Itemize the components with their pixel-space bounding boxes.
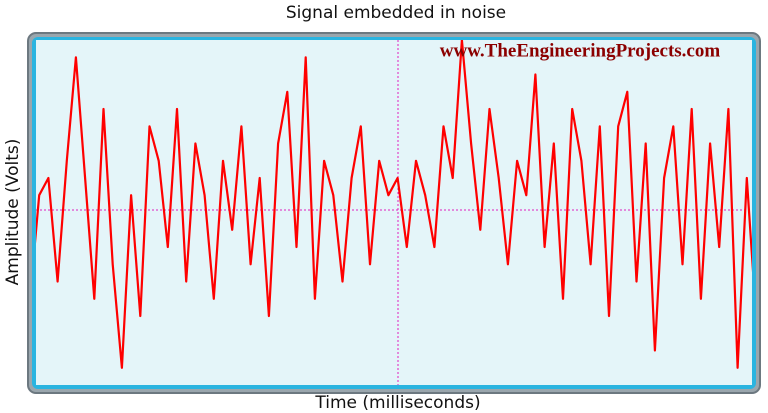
signal-line: [36, 40, 752, 369]
x-axis-label: Time (milliseconds): [314, 393, 480, 413]
watermark: www.TheEngineeringProjects.com: [440, 40, 721, 61]
chart-title: Signal embedded in noise: [286, 3, 506, 23]
plot-area: [36, 40, 752, 385]
y-axis-label: Amplitude (Volts): [3, 139, 23, 286]
plot: [36, 40, 752, 369]
